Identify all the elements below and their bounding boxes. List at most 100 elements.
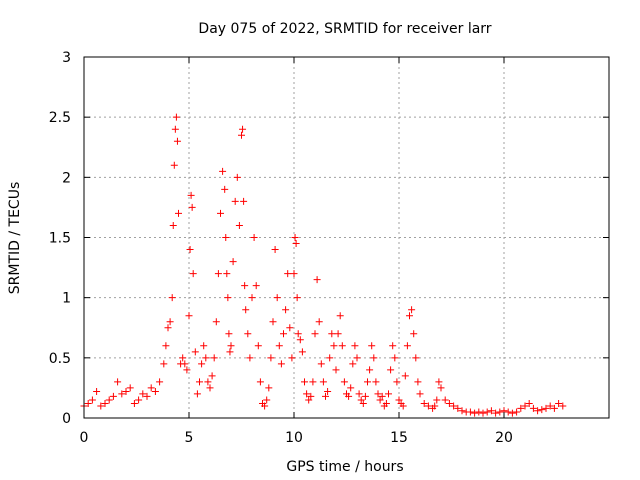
data-point [227, 342, 235, 350]
data-point [487, 407, 495, 415]
data-point [538, 406, 546, 414]
data-point [517, 404, 525, 412]
data-point [546, 402, 554, 410]
data-point [414, 378, 422, 386]
data-point [290, 270, 298, 278]
data-point [311, 330, 319, 338]
data-point [291, 234, 299, 241]
data-point [513, 408, 521, 416]
y-tick-label: 0.5 [49, 351, 71, 367]
data-point [130, 400, 138, 408]
data-point [475, 408, 483, 416]
data-point [521, 402, 529, 410]
data-point [193, 390, 201, 398]
data-point [97, 402, 105, 410]
data-point [239, 125, 247, 133]
data-point [235, 221, 243, 229]
x-tick-label: 0 [80, 430, 89, 446]
data-point [233, 173, 241, 181]
data-point [231, 197, 239, 205]
data-point [385, 390, 392, 398]
data-point [454, 404, 462, 412]
data-point [403, 342, 411, 350]
data-point [435, 378, 443, 386]
data-point [471, 409, 479, 417]
data-point [214, 270, 222, 278]
data-point [338, 342, 346, 350]
data-point [317, 360, 325, 368]
data-point [364, 378, 371, 386]
data-point [559, 402, 567, 410]
data-point [225, 330, 233, 338]
data-point [223, 270, 231, 278]
data-point [319, 378, 327, 386]
data-point [347, 384, 355, 392]
data-point [84, 400, 92, 408]
data-point [210, 354, 218, 362]
data-point [393, 378, 401, 386]
data-point [269, 318, 277, 326]
data-point [175, 209, 182, 217]
data-point [189, 270, 197, 278]
data-point [139, 390, 147, 398]
data-point [126, 384, 134, 392]
data-point [173, 137, 181, 145]
data-point [191, 348, 199, 356]
data-point [309, 378, 317, 386]
data-point [395, 396, 403, 404]
data-point [171, 125, 179, 133]
data-point [441, 396, 449, 404]
data-point [550, 404, 558, 412]
data-point [187, 191, 195, 199]
x-tick-label: 15 [390, 430, 408, 446]
data-point [351, 342, 359, 350]
y-tick-label: 1.5 [49, 231, 71, 247]
data-point [366, 366, 374, 374]
data-point [296, 336, 304, 344]
data-point [332, 366, 340, 374]
data-point [261, 402, 269, 410]
data-point [241, 282, 249, 290]
data-point [298, 348, 306, 356]
data-point [101, 400, 109, 408]
data-point [345, 392, 353, 400]
data-point [458, 407, 466, 415]
data-point [204, 378, 212, 386]
x-tick-label: 20 [495, 430, 513, 446]
data-point [105, 396, 113, 404]
data-point [217, 209, 224, 217]
data-point [410, 330, 418, 338]
axis-ticks: 0 0.5 1 1.5 2 2.5 3 0 5 10 15 20 [49, 50, 609, 446]
data-point [229, 258, 237, 266]
data-point [340, 378, 348, 386]
data-point [226, 348, 234, 356]
data-point [164, 324, 172, 332]
y-tick-label: 1 [62, 291, 71, 307]
data-point [420, 400, 428, 408]
chart-title: Day 075 of 2022, SRMTID for receiver lar… [198, 21, 491, 37]
data-point [301, 378, 308, 386]
data-point [122, 388, 130, 396]
data-point [248, 294, 256, 302]
data-point [168, 294, 176, 302]
data-point [206, 384, 214, 392]
data-point [424, 402, 432, 410]
data-point [265, 384, 273, 392]
data-point [280, 330, 287, 338]
data-point [534, 407, 542, 415]
data-point [196, 378, 203, 386]
data-point [170, 161, 178, 169]
data-point [242, 306, 250, 314]
x-axis-label: GPS time / hours [286, 459, 403, 475]
data-point [359, 400, 367, 408]
data-point [156, 378, 164, 386]
y-tick-label: 0 [62, 411, 71, 427]
data-point [361, 392, 369, 400]
data-point [200, 342, 208, 350]
data-point [313, 276, 321, 284]
data-point [240, 197, 248, 205]
data-point [508, 409, 516, 417]
data-point [466, 408, 474, 416]
data-point [382, 400, 390, 408]
